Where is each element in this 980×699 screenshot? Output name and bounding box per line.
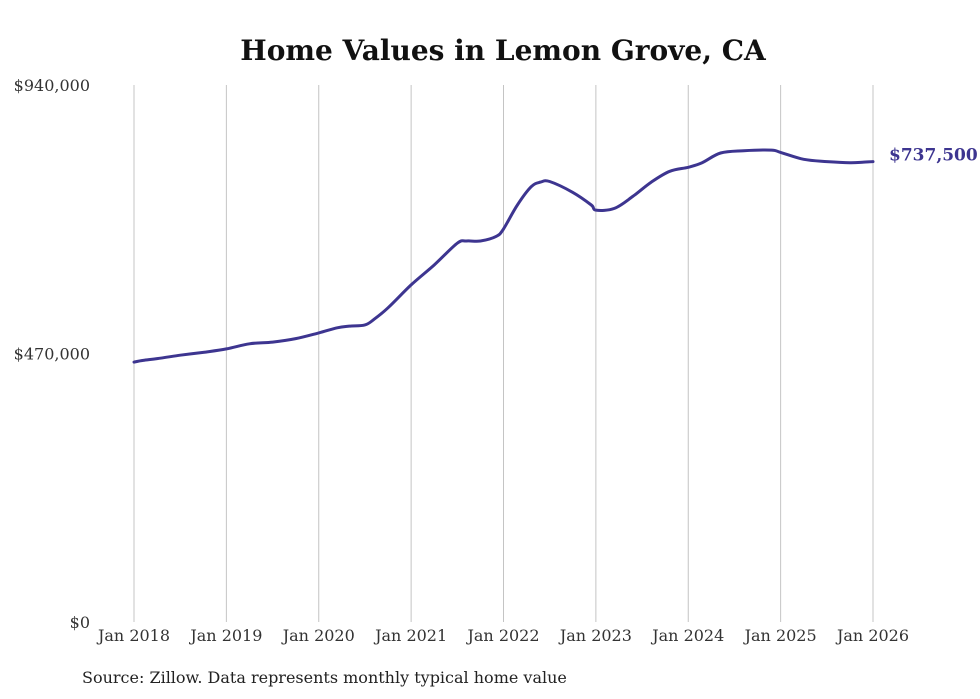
x-tick-label: Jan 2026 (835, 626, 909, 645)
x-tick-label: Jan 2020 (281, 626, 355, 645)
series-line (132, 148, 875, 364)
y-tick-label: $940,000 (14, 76, 90, 95)
y-tick-label: $470,000 (14, 345, 90, 364)
end-value-label: $737,500 (889, 146, 978, 166)
x-tick-label: Jan 2023 (558, 626, 632, 645)
x-tick-label: Jan 2019 (188, 626, 262, 645)
series-layer (132, 148, 875, 364)
chart-title: Home Values in Lemon Grove, CA (240, 34, 767, 67)
source-note: Source: Zillow. Data represents monthly … (82, 668, 567, 687)
x-tick-label: Jan 2024 (650, 626, 724, 645)
y-tick-label: $0 (70, 613, 90, 632)
x-tick-label: Jan 2021 (373, 626, 447, 645)
x-tick-label: Jan 2025 (743, 626, 817, 645)
x-axis: Jan 2018 Jan 2019 Jan 2020 Jan 2021 Jan 2022… (96, 626, 909, 645)
grid-lines (133, 85, 874, 622)
y-axis: $0 $470,000 $940,000 (14, 76, 90, 632)
x-tick-label: Jan 2022 (465, 626, 539, 645)
x-tick-label: Jan 2018 (96, 626, 170, 645)
